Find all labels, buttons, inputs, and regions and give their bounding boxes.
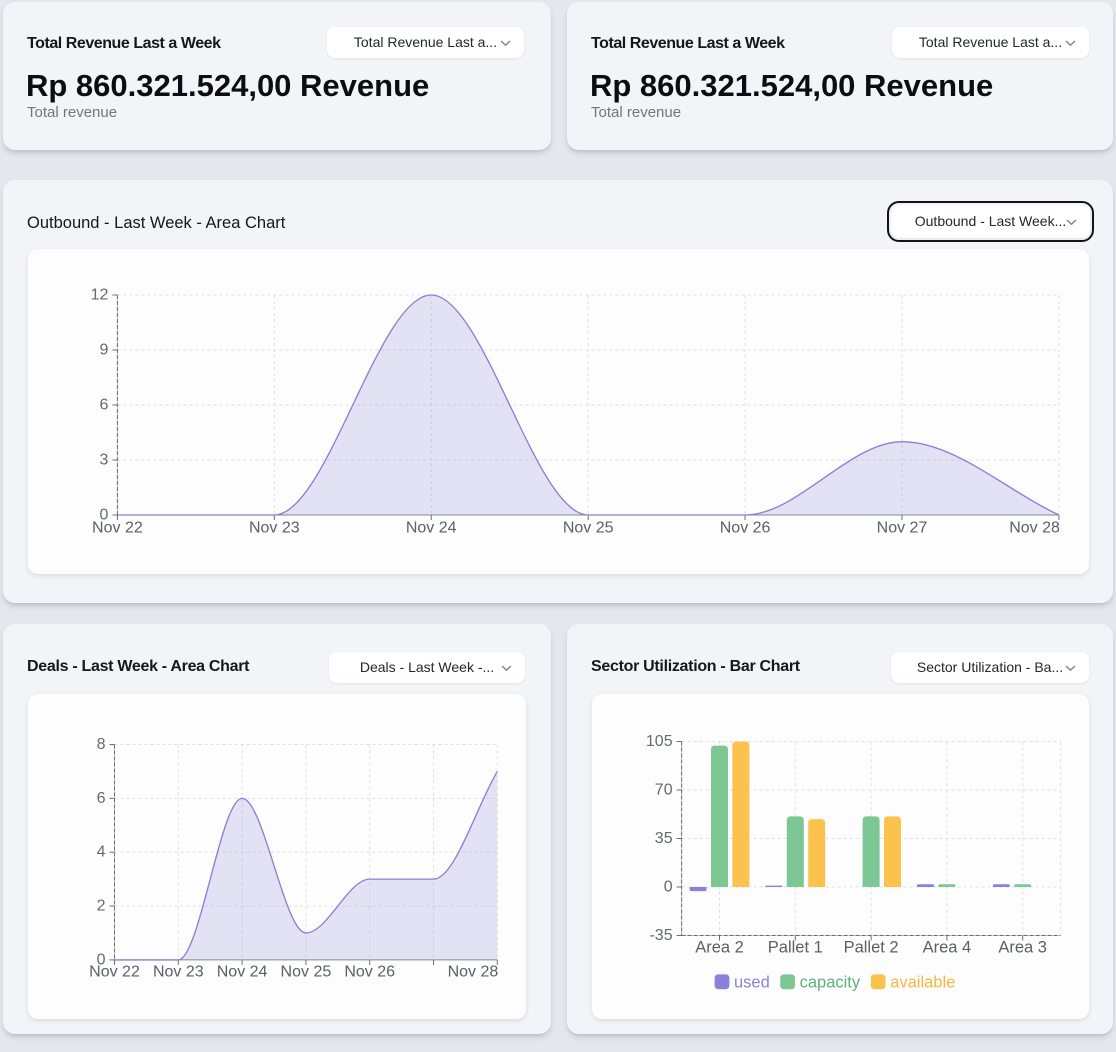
svg-text:Nov 23: Nov 23 [249, 520, 300, 537]
svg-text:6: 6 [97, 789, 106, 806]
svg-text:Nov 23: Nov 23 [153, 963, 204, 980]
svg-text:Nov 22: Nov 22 [89, 963, 140, 980]
svg-text:Nov 25: Nov 25 [281, 963, 332, 980]
svg-text:4: 4 [97, 843, 106, 860]
svg-text:Nov 28: Nov 28 [448, 963, 499, 980]
svg-text:Area 2: Area 2 [695, 938, 744, 956]
svg-text:Nov 24: Nov 24 [406, 520, 457, 537]
svg-text:8: 8 [97, 736, 106, 753]
svg-text:Nov 22: Nov 22 [92, 520, 143, 537]
svg-text:35: 35 [655, 830, 673, 847]
svg-text:9: 9 [99, 342, 108, 359]
svg-text:Pallet 2: Pallet 2 [844, 938, 899, 956]
svg-text:Nov 26: Nov 26 [720, 520, 771, 537]
svg-text:Nov 26: Nov 26 [344, 963, 395, 980]
svg-text:Area 4: Area 4 [923, 938, 972, 956]
svg-text:3: 3 [99, 452, 108, 469]
svg-text:2: 2 [97, 897, 106, 914]
svg-text:Nov 25: Nov 25 [563, 520, 614, 537]
svg-text:capacity: capacity [800, 973, 861, 991]
svg-text:-35: -35 [649, 927, 672, 944]
svg-text:available: available [890, 973, 955, 991]
svg-text:105: 105 [646, 733, 673, 750]
svg-text:Nov 28: Nov 28 [1009, 520, 1060, 537]
svg-text:70: 70 [655, 781, 673, 798]
svg-text:Pallet 1: Pallet 1 [768, 938, 823, 956]
svg-text:0: 0 [99, 507, 108, 524]
svg-text:12: 12 [91, 287, 109, 304]
svg-text:6: 6 [99, 397, 108, 414]
svg-text:Nov 27: Nov 27 [877, 520, 928, 537]
svg-text:0: 0 [664, 878, 673, 895]
svg-text:0: 0 [97, 951, 106, 968]
svg-text:Nov 24: Nov 24 [217, 963, 268, 980]
svg-text:used: used [734, 973, 770, 991]
svg-text:Area 3: Area 3 [998, 938, 1047, 956]
